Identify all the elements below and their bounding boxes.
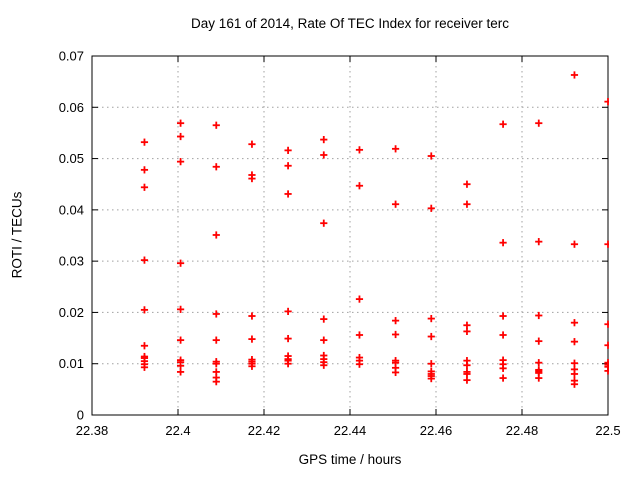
y-tick-label: 0.05 [59, 151, 84, 166]
x-tick-label: 22.48 [506, 423, 539, 438]
y-tick-label: 0 [77, 408, 84, 423]
chart-title: Day 161 of 2014, Rate Of TEC Index for r… [191, 16, 509, 31]
x-tick-label: 22.38 [76, 423, 109, 438]
x-tick-label: 22.5 [595, 423, 620, 438]
y-tick-label: 0.06 [59, 100, 84, 115]
y-tick-label: 0.01 [59, 356, 84, 371]
y-tick-label: 0.07 [59, 49, 84, 64]
y-tick-label: 0.02 [59, 305, 84, 320]
x-tick-label: 22.44 [334, 423, 367, 438]
data-points [140, 71, 609, 388]
x-axis-label: GPS time / hours [298, 452, 402, 467]
x-tick-label: 22.42 [248, 423, 281, 438]
x-tick-label: 22.4 [165, 423, 190, 438]
x-tick-label: 22.46 [420, 423, 453, 438]
y-tick-label: 0.03 [59, 254, 84, 269]
y-tick-label: 0.04 [59, 202, 84, 217]
plot-border [91, 55, 609, 416]
